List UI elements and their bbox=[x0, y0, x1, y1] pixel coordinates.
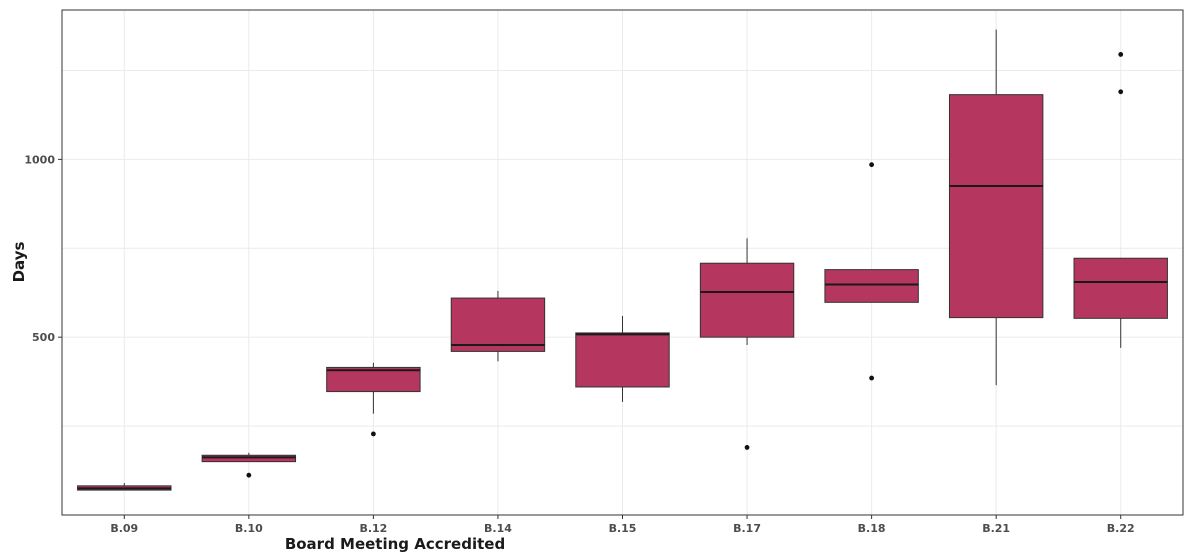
x-tick-label: B.12 bbox=[359, 522, 387, 535]
outlier-point bbox=[370, 431, 376, 437]
outlier-point bbox=[744, 445, 750, 450]
outlier-point bbox=[1118, 52, 1124, 57]
iqr-box bbox=[699, 262, 795, 338]
tick-layer: 500 1000 B.09 B.10 B.12 B.14 B.15 B.17 B.18 B.21 B… bbox=[24, 153, 1134, 535]
x-tick-label: B.21 bbox=[982, 522, 1010, 535]
outlier-point bbox=[1118, 89, 1124, 95]
iqr-box bbox=[824, 269, 919, 303]
box-layer bbox=[77, 29, 1168, 491]
box-b-10 bbox=[201, 452, 297, 478]
iqr-box bbox=[201, 454, 297, 463]
iqr-box bbox=[326, 366, 421, 393]
outlier-point bbox=[869, 162, 875, 168]
x-tick-label: B.17 bbox=[733, 522, 761, 535]
box-b-22 bbox=[1073, 52, 1168, 348]
iqr-box bbox=[575, 332, 670, 388]
y-axis-title: Days bbox=[10, 242, 28, 283]
iqr-box bbox=[450, 297, 546, 352]
x-tick-label: B.09 bbox=[110, 522, 138, 535]
box-b-14 bbox=[450, 290, 546, 362]
box-b-21 bbox=[948, 29, 1044, 386]
box-b-15 bbox=[575, 315, 670, 402]
x-tick-label: B.18 bbox=[858, 522, 886, 535]
x-tick-label: B.22 bbox=[1107, 522, 1135, 535]
box-b-18 bbox=[824, 162, 919, 381]
outlier-point bbox=[869, 375, 875, 381]
y-tick-label: 500 bbox=[32, 331, 55, 344]
box-b-17 bbox=[699, 238, 795, 450]
x-axis-title: Board Meeting Accredited bbox=[285, 535, 505, 552]
outlier-point bbox=[246, 472, 252, 478]
iqr-box bbox=[948, 94, 1044, 319]
box-b-09 bbox=[77, 482, 172, 491]
x-tick-label: B.14 bbox=[484, 522, 512, 535]
x-tick-label: B.15 bbox=[609, 522, 637, 535]
iqr-box bbox=[1073, 257, 1168, 319]
box-b-12 bbox=[326, 362, 421, 437]
y-tick-label: 1000 bbox=[24, 153, 55, 166]
x-tick-label: B.10 bbox=[235, 522, 263, 535]
